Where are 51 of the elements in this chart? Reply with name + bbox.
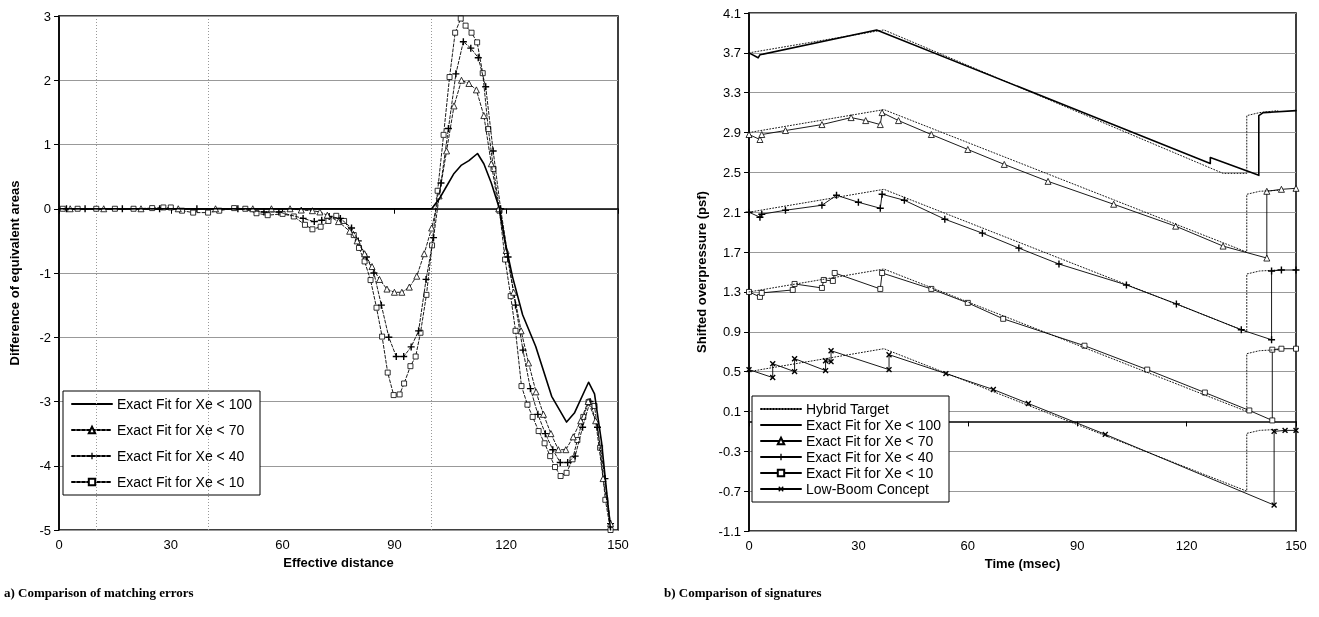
x-tick-label: 30 — [851, 538, 866, 553]
x-tick-label: 90 — [387, 537, 402, 552]
y-tick-label: -1 — [39, 265, 51, 281]
y-tick-label: 3.7 — [722, 45, 741, 61]
y-tick-label: -3 — [39, 394, 51, 409]
legend-label: Exact Fit for Xe < 10 — [117, 474, 245, 490]
y-tick-label: 1 — [43, 137, 51, 152]
x-tick-label: 0 — [745, 538, 753, 553]
y-tick-label: 3.3 — [722, 85, 741, 101]
x-tick-label: 150 — [607, 537, 629, 552]
legend-label: Exact Fit for Xe < 70 — [806, 433, 934, 449]
y-tick-label: 2.5 — [722, 164, 741, 180]
y-tick-label: 3 — [43, 8, 51, 24]
x-tick-label: 60 — [960, 538, 976, 553]
x-axis-title: Time (msec) — [984, 556, 1061, 571]
y-tick-label: 0.5 — [722, 364, 741, 380]
x-tick-label: 90 — [1069, 538, 1085, 553]
y-axis-title: Shifted overpressure (psf) — [693, 191, 709, 353]
legend-label: Exact Fit for Xe < 100 — [117, 396, 253, 412]
y-tick-label: 0 — [43, 201, 51, 217]
legend-label: Exact Fit for Xe < 70 — [117, 422, 245, 438]
x-tick-label: 30 — [163, 537, 179, 552]
x-tick-label: 60 — [275, 537, 290, 552]
text: b) Comparison of signatures — [664, 585, 822, 600]
y-tick-label: 0.9 — [722, 324, 741, 340]
x-tick-label: 0 — [55, 537, 63, 552]
legend-label: Exact Fit for Xe < 40 — [117, 448, 245, 464]
x-tick-label: 120 — [495, 537, 518, 552]
y-tick-label: 1.7 — [722, 244, 741, 260]
y-tick-label: 1.3 — [722, 284, 741, 300]
x-axis-title: Effective distance — [283, 555, 394, 570]
legend-label: Exact Fit for Xe < 100 — [806, 417, 942, 433]
x-tick-label: 150 — [1285, 538, 1307, 553]
y-tick-label: 2.9 — [722, 125, 741, 141]
y-tick-label: 4.1 — [722, 5, 741, 21]
legend-label: Exact Fit for Xe < 40 — [806, 449, 934, 465]
y-tick-label: 0.1 — [722, 403, 741, 419]
y-axis-title: Difference of equivalent areas — [7, 180, 22, 366]
text: a) Comparison of matching errors — [4, 585, 194, 600]
legend-label: Low-Boom Concept — [806, 481, 930, 497]
y-tick-label: -0.3 — [718, 443, 741, 459]
y-tick-label: -4 — [39, 458, 51, 474]
legend-label: Hybrid Target — [806, 401, 890, 417]
y-tick-label: -2 — [39, 329, 51, 345]
x-tick-label: 120 — [1175, 538, 1198, 553]
legend-label: Exact Fit for Xe < 10 — [806, 465, 934, 481]
y-tick-label: 2 — [43, 72, 51, 88]
y-tick-label: -5 — [39, 522, 51, 538]
y-tick-label: -1.1 — [718, 523, 741, 539]
y-tick-label: 2.1 — [722, 204, 741, 220]
y-tick-label: -0.7 — [718, 483, 741, 499]
